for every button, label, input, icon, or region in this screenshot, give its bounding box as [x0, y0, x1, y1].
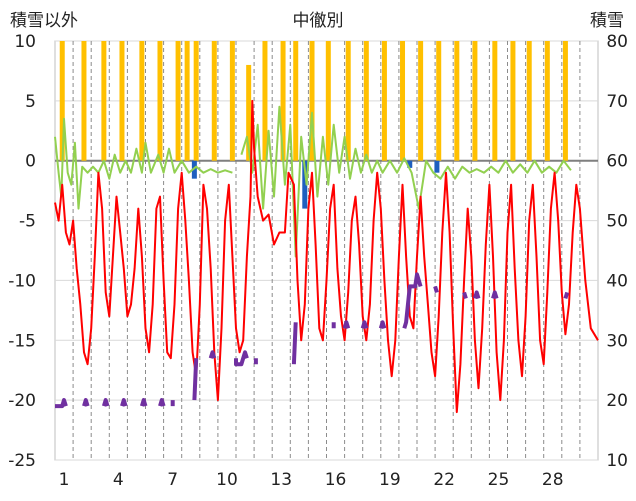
bar: [434, 160, 440, 173]
left-tick-label: 5: [25, 92, 36, 112]
bar: [472, 41, 478, 161]
x-tick-label: 13: [270, 470, 292, 490]
bar: [280, 41, 286, 161]
right-tick-label: 20: [606, 391, 628, 411]
left-tick-label: -10: [8, 271, 36, 291]
x-tick-label: 4: [113, 470, 124, 490]
bar: [119, 41, 125, 161]
x-tick-label: 7: [167, 470, 178, 490]
bar: [211, 41, 217, 161]
bar: [262, 41, 268, 161]
left-tick-label: -20: [8, 391, 36, 411]
x-tick-label: 28: [542, 470, 564, 490]
bar: [246, 64, 252, 161]
bar: [309, 41, 315, 161]
bar: [492, 41, 498, 161]
x-tick-label: 1: [59, 470, 70, 490]
bar: [293, 41, 299, 161]
left-tick-label: -5: [19, 212, 36, 232]
bar: [454, 41, 460, 161]
line-series: [54, 99, 599, 414]
bar: [302, 160, 308, 209]
bar: [325, 41, 331, 161]
bar: [510, 41, 516, 161]
bar: [59, 41, 65, 161]
left-tick-label: -15: [8, 331, 36, 351]
bar: [139, 41, 145, 161]
bar: [436, 41, 442, 161]
left-tick-label: 10: [14, 32, 36, 52]
right-tick-label: 10: [606, 451, 628, 471]
bar: [229, 41, 235, 161]
bar: [175, 41, 181, 161]
right-tick-label: 30: [606, 331, 628, 351]
bar: [544, 41, 550, 161]
left-axis-label: 積雪以外: [10, 11, 78, 31]
right-tick-label: 70: [606, 92, 628, 112]
bar: [562, 41, 568, 161]
chart-title: 中徹別: [293, 11, 344, 31]
x-tick-label: 22: [433, 470, 455, 490]
bar: [81, 41, 87, 161]
x-tick-label: 19: [379, 470, 401, 490]
bar: [345, 41, 351, 161]
right-tick-label: 40: [606, 271, 628, 291]
bar: [407, 160, 413, 168]
bar-series: [59, 41, 568, 209]
x-tick-label: 16: [325, 470, 347, 490]
right-axis-label: 積雪: [590, 11, 624, 31]
bar: [184, 41, 190, 161]
right-tick-label: 80: [606, 32, 628, 52]
x-tick-label: 25: [488, 470, 510, 490]
bar: [418, 41, 424, 161]
bar: [381, 41, 387, 161]
x-tick-label: 10: [216, 470, 238, 490]
bar: [101, 41, 107, 161]
series-line: [54, 99, 599, 414]
right-tick-label: 50: [606, 212, 628, 232]
bar: [191, 160, 197, 179]
bar: [157, 41, 163, 161]
bar: [526, 41, 532, 161]
bar: [363, 41, 369, 161]
left-tick-label: -25: [8, 451, 36, 471]
bar: [193, 41, 199, 161]
bar: [400, 41, 406, 161]
right-tick-label: 60: [606, 152, 628, 172]
left-tick-label: 0: [25, 152, 36, 172]
